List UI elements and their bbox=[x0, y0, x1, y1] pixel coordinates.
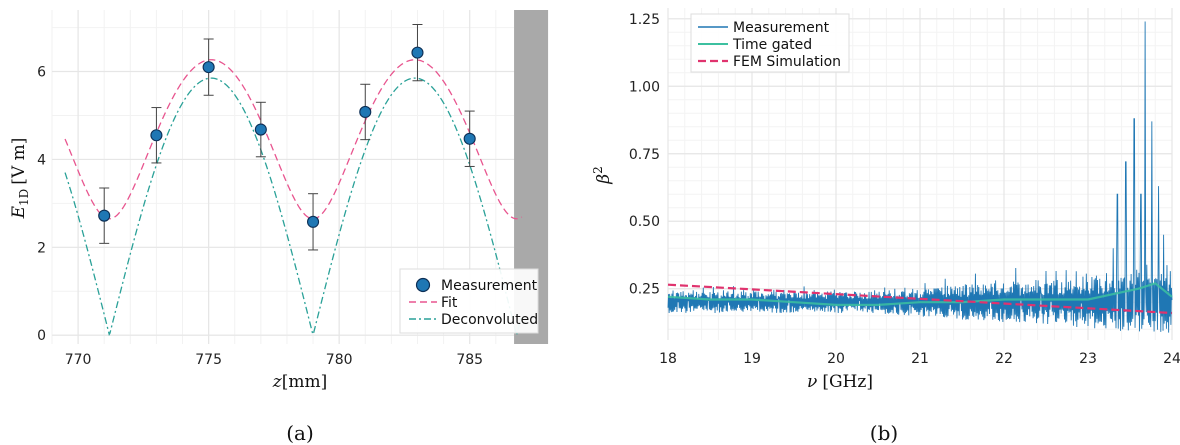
x-tick-label: 23 bbox=[1079, 351, 1097, 367]
x-tick-label: 21 bbox=[911, 351, 929, 367]
legend-measurement-marker bbox=[415, 277, 431, 293]
measurement-line bbox=[667, 21, 1173, 333]
x-tick-label: 780 bbox=[326, 352, 353, 368]
x-tick-label: 20 bbox=[827, 351, 845, 367]
x-tick-label: 785 bbox=[456, 352, 483, 368]
panel-b-legend: Measurement Time gated FEM Simulation bbox=[690, 13, 850, 73]
measurement-point bbox=[202, 38, 215, 96]
x-tick-label: 18 bbox=[659, 351, 677, 367]
measurement-point bbox=[150, 107, 163, 164]
panel-a-tick-labels: 770 775 780 785 0 2 4 6 bbox=[37, 65, 483, 368]
panel-b-tick-labels: 18 19 20 21 22 23 24 0.25 0.50 0.75 1.00 1.25 bbox=[629, 12, 1180, 367]
x-tick-label: 24 bbox=[1163, 351, 1180, 367]
panel-b-grid bbox=[667, 8, 1173, 340]
x-tick-label: 775 bbox=[195, 352, 222, 368]
legend-b-fem-label: FEM Simulation bbox=[733, 54, 841, 70]
y-tick-label: 2 bbox=[37, 240, 46, 256]
x-tick-label: 19 bbox=[743, 351, 761, 367]
fit-line bbox=[64, 59, 523, 220]
panel-b-x-axis-label: ν [GHz] bbox=[807, 372, 873, 392]
y-tick-label: 4 bbox=[37, 152, 46, 168]
panel-a-points bbox=[98, 24, 476, 251]
panel-b-caption: (b) bbox=[870, 421, 898, 445]
panel-a-lines bbox=[64, 59, 523, 338]
x-tick-label: 22 bbox=[995, 351, 1013, 367]
legend-b-time-gated-label: Time gated bbox=[732, 37, 812, 53]
legend-fit-label: Fit bbox=[441, 295, 458, 311]
y-tick-label: 0 bbox=[37, 328, 46, 344]
y-tick-label: 0.25 bbox=[629, 282, 660, 298]
y-tick-label: 6 bbox=[37, 65, 46, 81]
fem-simulation-line bbox=[667, 283, 1173, 315]
panel-a-chart: 770 775 780 785 0 2 4 6 z[mm] E1D[V m] Measurem… bbox=[9, 10, 549, 445]
measurement-marker bbox=[202, 61, 215, 74]
panel-b-lines bbox=[667, 21, 1173, 333]
y-tick-label: 1.00 bbox=[629, 79, 660, 95]
legend-b-measurement-label: Measurement bbox=[733, 20, 830, 36]
measurement-marker bbox=[411, 46, 424, 59]
deconvoluted-line bbox=[64, 77, 523, 338]
measurement-marker bbox=[254, 123, 267, 136]
measurement-point bbox=[463, 110, 476, 167]
panel-b-y-axis-label: β2 bbox=[591, 166, 614, 184]
panel-a-x-axis-label: z[mm] bbox=[272, 372, 327, 392]
panel-b-chart: 18 19 20 21 22 23 24 0.25 0.50 0.75 1.00 1.25 ν [GHz… bbox=[591, 8, 1180, 445]
legend-deconvoluted-label: Deconvoluted bbox=[441, 312, 538, 328]
measurement-point bbox=[307, 193, 320, 251]
measurement-marker bbox=[307, 215, 320, 228]
legend-measurement-label: Measurement bbox=[441, 278, 538, 294]
measurement-marker bbox=[98, 209, 111, 222]
measurement-point bbox=[359, 83, 372, 141]
panel-a-y-axis-label: E1D[V m] bbox=[9, 138, 31, 220]
measurement-marker bbox=[150, 129, 163, 142]
y-tick-label: 0.50 bbox=[629, 214, 660, 230]
measurement-marker bbox=[463, 132, 476, 145]
x-tick-label: 770 bbox=[65, 352, 92, 368]
y-tick-label: 1.25 bbox=[629, 12, 660, 28]
measurement-point bbox=[98, 187, 111, 244]
measurement-point bbox=[254, 101, 267, 158]
panel-a-legend: Measurement Fit Deconvoluted bbox=[399, 268, 539, 334]
measurement-point bbox=[411, 24, 424, 82]
y-tick-label: 0.75 bbox=[629, 147, 660, 163]
measurement-marker bbox=[359, 105, 372, 119]
panel-a-caption: (a) bbox=[286, 421, 314, 445]
